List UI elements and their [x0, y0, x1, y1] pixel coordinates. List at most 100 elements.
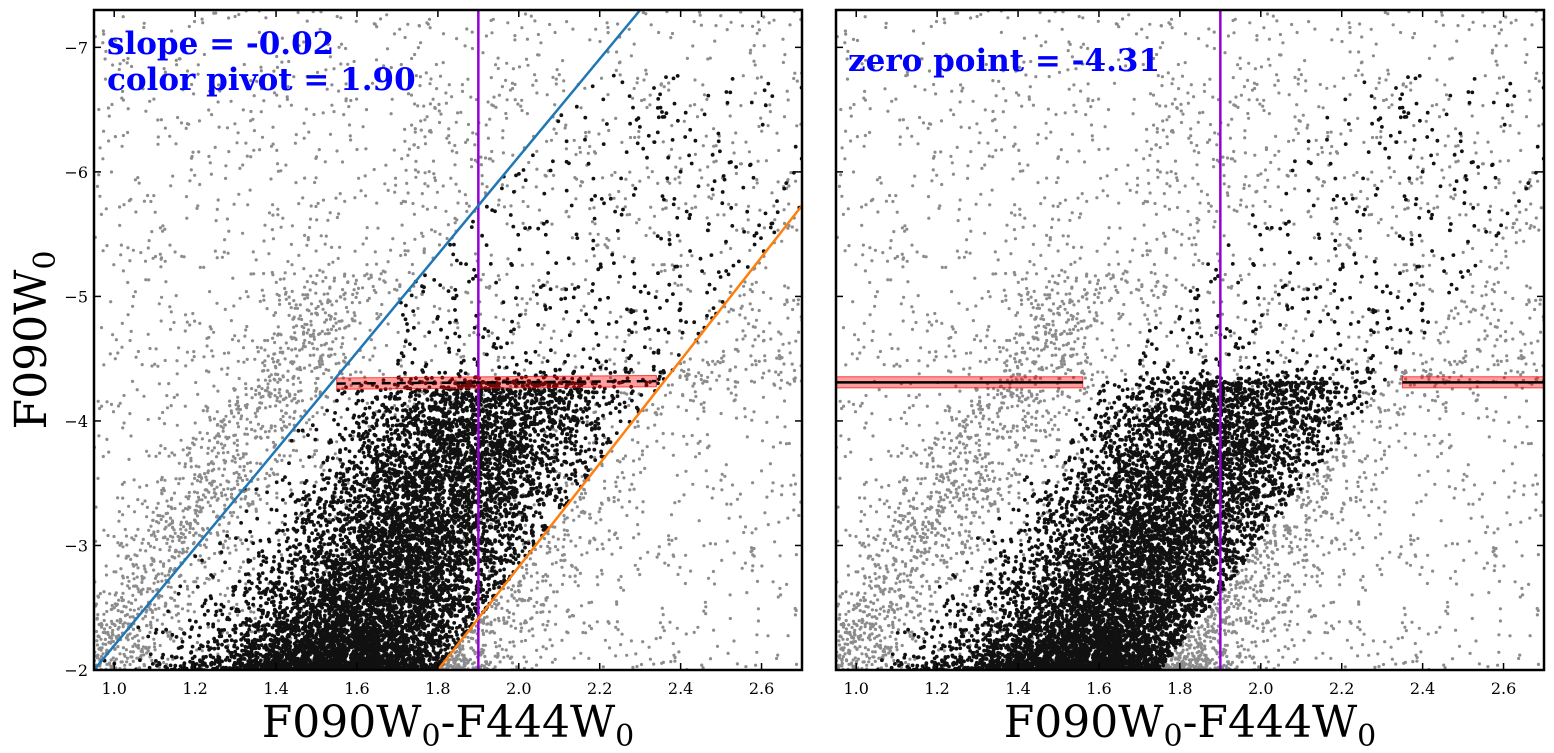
left-gray-point	[326, 292, 330, 296]
left-gray-point	[263, 388, 267, 393]
left-gray-point	[163, 259, 167, 263]
left-gray-point	[286, 346, 290, 350]
left-gray-point	[273, 394, 277, 398]
left-gray-point	[677, 650, 681, 654]
left-gray-point	[146, 587, 150, 591]
left-gray-point	[550, 660, 555, 664]
left-gray-point	[178, 502, 182, 506]
left-gray-point	[663, 393, 668, 397]
left-gray-point	[330, 375, 334, 380]
left-gray-point	[578, 571, 583, 576]
left-gray-point	[735, 338, 739, 342]
left-gray-point	[156, 501, 160, 505]
left-gray-point	[138, 628, 142, 633]
left-gray-point	[578, 497, 583, 501]
left-gray-point	[265, 501, 269, 506]
left-gray-point	[192, 443, 196, 447]
left-gray-point	[163, 478, 167, 482]
left-gray-point	[647, 175, 651, 179]
left-gray-point	[380, 302, 384, 307]
left-black-point	[358, 488, 363, 493]
left-gray-point	[272, 445, 276, 449]
left-gray-point	[99, 326, 104, 330]
left-gray-point	[266, 368, 270, 372]
left-gray-point	[588, 38, 592, 42]
left-gray-point	[120, 595, 124, 600]
left-gray-point	[606, 30, 610, 35]
left-gray-point	[375, 312, 379, 316]
left-gray-point	[335, 14, 339, 19]
left-gray-point	[520, 108, 524, 113]
left-gray-point	[140, 574, 144, 579]
left-gray-point	[164, 511, 168, 516]
left-gray-point	[607, 621, 611, 625]
left-gray-point	[334, 196, 338, 200]
left-gray-point	[784, 442, 789, 446]
left-gray-point	[179, 523, 183, 527]
left-gray-point	[117, 510, 121, 514]
left-gray-point	[374, 262, 379, 266]
left-gray-point	[179, 535, 183, 540]
left-gray-point	[568, 615, 572, 619]
left-gray-point	[316, 304, 320, 309]
left-gray-point	[265, 307, 269, 311]
left-gray-point	[631, 96, 635, 100]
left-gray-point	[283, 286, 287, 291]
left-gray-point	[277, 298, 282, 302]
left-gray-point	[192, 92, 196, 96]
left-gray-point	[306, 293, 310, 297]
left-gray-point	[335, 440, 339, 444]
left-gray-point	[249, 119, 253, 123]
left-gray-point	[740, 24, 745, 28]
left-gray-point	[183, 462, 187, 466]
left-gray-point	[186, 609, 190, 613]
left-gray-point	[268, 474, 272, 478]
left-gray-point	[628, 170, 632, 174]
left-gray-point	[292, 325, 296, 329]
left-gray-point	[296, 389, 301, 393]
left-gray-point	[620, 140, 624, 144]
left-gray-point	[225, 479, 229, 483]
left-gray-point	[193, 173, 197, 177]
left-gray-point	[685, 374, 689, 378]
left-gray-point	[206, 469, 210, 473]
left-black-point	[283, 522, 287, 527]
left-black-point	[463, 508, 468, 513]
left-gray-point	[293, 393, 297, 397]
left-gray-point	[428, 82, 432, 86]
left-gray-point	[233, 456, 237, 460]
left-gray-point	[182, 525, 186, 529]
left-gray-point	[309, 397, 313, 401]
left-gray-point	[364, 108, 369, 112]
left-gray-point	[545, 139, 549, 143]
left-gray-point	[96, 634, 100, 639]
left-gray-point	[605, 236, 609, 241]
left-gray-point	[364, 236, 369, 240]
left-gray-point	[269, 177, 273, 181]
left-gray-point	[702, 271, 706, 275]
left-gray-point	[562, 553, 566, 557]
left-gray-point	[544, 573, 548, 577]
left-gray-point	[292, 410, 297, 414]
left-gray-point	[212, 446, 216, 450]
left-gray-point	[763, 511, 767, 515]
left-gray-point	[112, 570, 116, 574]
left-gray-point	[497, 355, 501, 359]
left-gray-point	[455, 37, 459, 41]
left-gray-point	[742, 284, 746, 288]
left-gray-point	[131, 304, 135, 308]
left-gray-point	[562, 79, 566, 83]
left-gray-point	[203, 581, 207, 585]
left-gray-point	[185, 550, 189, 554]
left-gray-point	[131, 659, 135, 664]
left-gray-point	[79, 598, 82, 601]
left-gray-point	[666, 179, 670, 183]
left-gray-point	[263, 338, 267, 343]
left-gray-point	[127, 457, 131, 461]
left-gray-point	[162, 422, 167, 426]
left-gray-point	[690, 206, 694, 210]
left-gray-point	[316, 201, 320, 205]
left-gray-point	[313, 464, 317, 468]
left-gray-point	[675, 626, 679, 630]
left-gray-point	[165, 541, 169, 546]
